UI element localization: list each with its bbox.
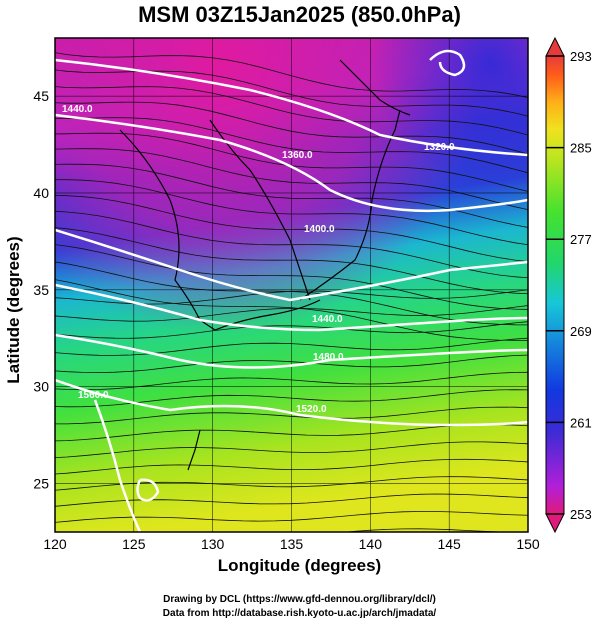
- streamline: [55, 179, 528, 246]
- streamline: [55, 194, 528, 262]
- x-tick-label: 130: [201, 536, 225, 552]
- streamline: [55, 69, 528, 117]
- colorbar-tick-label: 253: [570, 507, 592, 522]
- page-title: MSM 03Z15Jan2025 (850.0hPa): [138, 2, 461, 27]
- graticule: [55, 38, 528, 532]
- contour-label: 1440.0: [312, 314, 343, 325]
- y-axis-ticks: 25 30 35 40 45: [33, 88, 49, 491]
- streamline: [55, 279, 528, 341]
- x-tick-label: 135: [280, 536, 304, 552]
- contour-label: 1480.0: [313, 352, 344, 363]
- streamline: [55, 406, 528, 425]
- x-tick-label: 125: [122, 536, 146, 552]
- streamline: [55, 458, 528, 475]
- streamline: [55, 493, 528, 507]
- x-axis-label-text: Longitude (degrees): [217, 556, 382, 575]
- colorbar: 293 285 277 269 261 253: [545, 36, 592, 534]
- colorbar-tick-label: 269: [570, 324, 592, 339]
- streamline: [55, 354, 528, 374]
- streamline: [342, 528, 516, 532]
- y-tick-label: 40: [33, 185, 49, 201]
- height-contours: [55, 49, 528, 532]
- x-tick-label: 145: [437, 536, 461, 552]
- colorbar-tick-label: 285: [570, 141, 592, 156]
- streamline: [55, 321, 528, 339]
- colorbar-tick-label: 261: [570, 415, 592, 430]
- contour-labels: 1440.0 1360.0 1320.0 1400.0 1440.0 1480.…: [62, 104, 455, 415]
- x-tick-label: 120: [43, 536, 67, 552]
- streamline: [55, 52, 528, 98]
- y-tick-label: 45: [33, 88, 49, 104]
- streamline: [55, 163, 528, 228]
- streamline: [55, 511, 528, 523]
- x-axis-ticks: 120 125 130 135 140 145 150: [43, 536, 540, 552]
- coastlines: [119, 59, 411, 471]
- y-tick-label: 35: [33, 282, 49, 298]
- x-axis-label: Longitude (degrees): [0, 556, 599, 576]
- streamline: [55, 441, 528, 459]
- plot-frame: [54, 37, 529, 533]
- contour-label: 1400.0: [304, 224, 335, 235]
- streamline: [55, 148, 528, 211]
- y-axis-label: Latitude (degrees): [4, 236, 23, 384]
- y-tick-label: 30: [33, 379, 49, 395]
- credit-line: Drawing by DCL (https://www.gfd-dennou.o…: [163, 594, 436, 605]
- x-tick-label: 140: [359, 536, 383, 552]
- x-tick-label: 150: [516, 536, 540, 552]
- colorbar-tick-label: 293: [570, 49, 592, 64]
- streamline: [55, 101, 528, 155]
- streamline: [55, 227, 528, 295]
- streamline: [55, 117, 528, 174]
- contour-label: 1440.0: [62, 104, 93, 115]
- contour-label: 1560.0: [78, 390, 109, 401]
- contour-label: 1360.0: [282, 150, 313, 161]
- streamline: [55, 289, 528, 305]
- streamline: [55, 244, 528, 310]
- colorbar-body: [545, 55, 565, 515]
- colorbar-top-arrow: [545, 36, 565, 57]
- colorbar-tick-label: 277: [570, 232, 592, 247]
- y-tick-label: 25: [33, 476, 49, 492]
- streamline: [55, 337, 528, 356]
- contour-label: 1320.0: [424, 142, 455, 153]
- credit-line: Data from http://database.rish.kyoto-u.a…: [162, 608, 437, 619]
- colorbar-bottom-arrow: [545, 513, 565, 534]
- streamline: [55, 86, 528, 136]
- contour-label: 1520.0: [296, 404, 327, 415]
- streamline: [55, 389, 528, 408]
- streamline: [55, 305, 528, 322]
- streamline: [55, 371, 528, 391]
